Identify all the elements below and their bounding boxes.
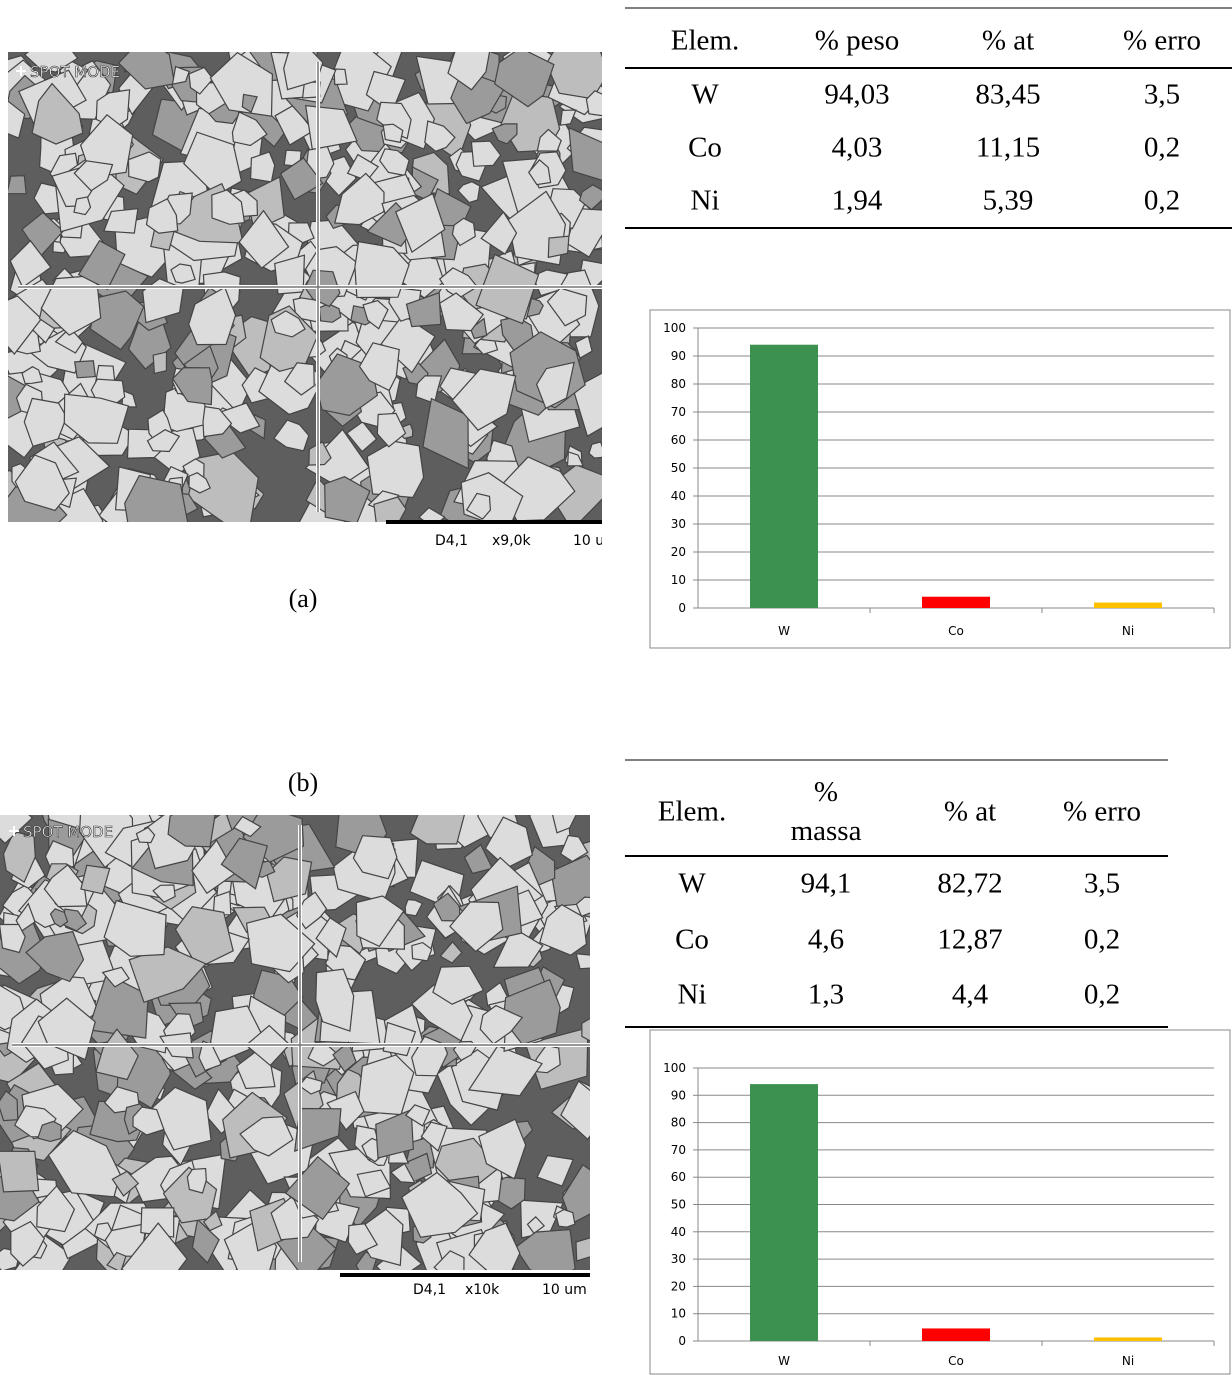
overlay-label: SPOT MODE [23,823,113,841]
caption: (a) [289,584,318,613]
table-cell: W [632,865,752,904]
y-tick-label: 80 [671,377,686,391]
x-tick-label: Co [948,624,964,638]
scale-bar: D4,1 x10k 10 um [340,1273,590,1298]
sem-image [0,21,630,562]
table-cell: % peso [787,22,927,61]
bar [1094,603,1162,608]
table-cell: Elem. [632,793,752,832]
grain [153,352,166,373]
scale-text: 10 um [573,533,618,549]
scale-text: D4,1 [413,1282,446,1298]
grain [0,1151,39,1192]
table-cell: % erro [1092,22,1232,61]
y-tick-label: 90 [671,349,686,363]
y-tick-label: 60 [671,433,686,447]
x-tick-label: Ni [1122,1354,1134,1368]
table-cell: 3,5 [1042,865,1162,904]
grain [187,1169,206,1194]
table-cell: Ni [645,182,765,221]
table-cell: 4,03 [787,129,927,168]
scale-text: x10k [465,1282,500,1298]
table-cell: 3,5 [1092,76,1232,115]
y-tick-label: 50 [671,461,686,475]
y-tick-label: 70 [671,405,686,419]
grain [125,476,190,544]
y-tick-label: 60 [671,1170,686,1184]
x-tick-label: W [778,1354,790,1368]
y-tick-label: 100 [663,1061,686,1075]
y-tick-label: 10 [671,1307,686,1321]
grain [410,785,464,844]
grain [576,1237,596,1261]
y-tick-label: 0 [678,601,686,615]
x-tick-label: Co [948,1354,964,1368]
table-cell: 0,2 [1042,976,1162,1015]
bar [1094,1337,1162,1341]
y-tick-label: 30 [671,1252,686,1266]
sem-image [0,785,612,1300]
table-cell: 0,2 [1092,129,1232,168]
bar [750,1084,818,1341]
caption: (b) [288,768,318,797]
x-tick-label: Ni [1122,624,1134,638]
y-tick-label: 90 [671,1088,686,1102]
table-cell: Co [632,921,752,960]
table-cell: 83,45 [938,76,1078,115]
table-cell: 1,3 [786,976,866,1015]
table-cell: 0,2 [1092,182,1232,221]
table-cell: % at [938,22,1078,61]
table-cell: Elem. [645,22,765,61]
table-cell: W [645,76,765,115]
y-tick-label: 20 [671,1279,686,1293]
grain [548,236,569,257]
y-tick-label: 80 [671,1116,686,1130]
scale-bar: D4,1 x9,0k 10 um [386,520,618,549]
grain [7,176,26,194]
chart-frame [650,1030,1230,1374]
bar [922,597,990,608]
grain [589,442,606,458]
table-cell: % at [910,793,1030,832]
scale-text: D4,1 [435,533,468,549]
table-cell: % erro [1042,793,1162,832]
y-tick-label: 40 [671,489,686,503]
grain [0,925,25,953]
grain [171,264,195,283]
table-cell: Co [645,129,765,168]
table-cell: 12,87 [910,921,1030,960]
y-tick-label: 40 [671,1225,686,1239]
bar [922,1328,990,1341]
table-cell: 4,4 [910,976,1030,1015]
table-cell: % massa [786,773,866,851]
grain [556,1210,575,1228]
y-tick-label: 30 [671,517,686,531]
table-cell: Ni [632,976,752,1015]
grain [75,361,96,378]
y-tick-label: 20 [671,545,686,559]
scale-text: x9,0k [492,533,532,549]
table-cell: 82,72 [910,865,1030,904]
bar [750,345,818,608]
y-tick-label: 10 [671,573,686,587]
table-cell: 4,6 [786,921,866,960]
y-tick-label: 0 [678,1334,686,1348]
scale-text: 10 um [542,1282,587,1298]
overlay-label: SPOT MODE [30,63,120,81]
table-cell: 0,2 [1042,921,1162,960]
x-tick-label: W [778,624,790,638]
table-cell: 11,15 [938,129,1078,168]
grain [334,69,347,85]
table-cell: 94,03 [787,76,927,115]
table-cell: 1,94 [787,182,927,221]
table-cell: 94,1 [786,865,866,904]
table-cell: 5,39 [938,182,1078,221]
y-tick-label: 100 [663,321,686,335]
figure: SPOT MODE SPOT MODE D4,1 x9,0k 10 um D4,… [0,0,1232,1375]
y-tick-label: 50 [671,1198,686,1212]
y-tick-label: 70 [671,1143,686,1157]
